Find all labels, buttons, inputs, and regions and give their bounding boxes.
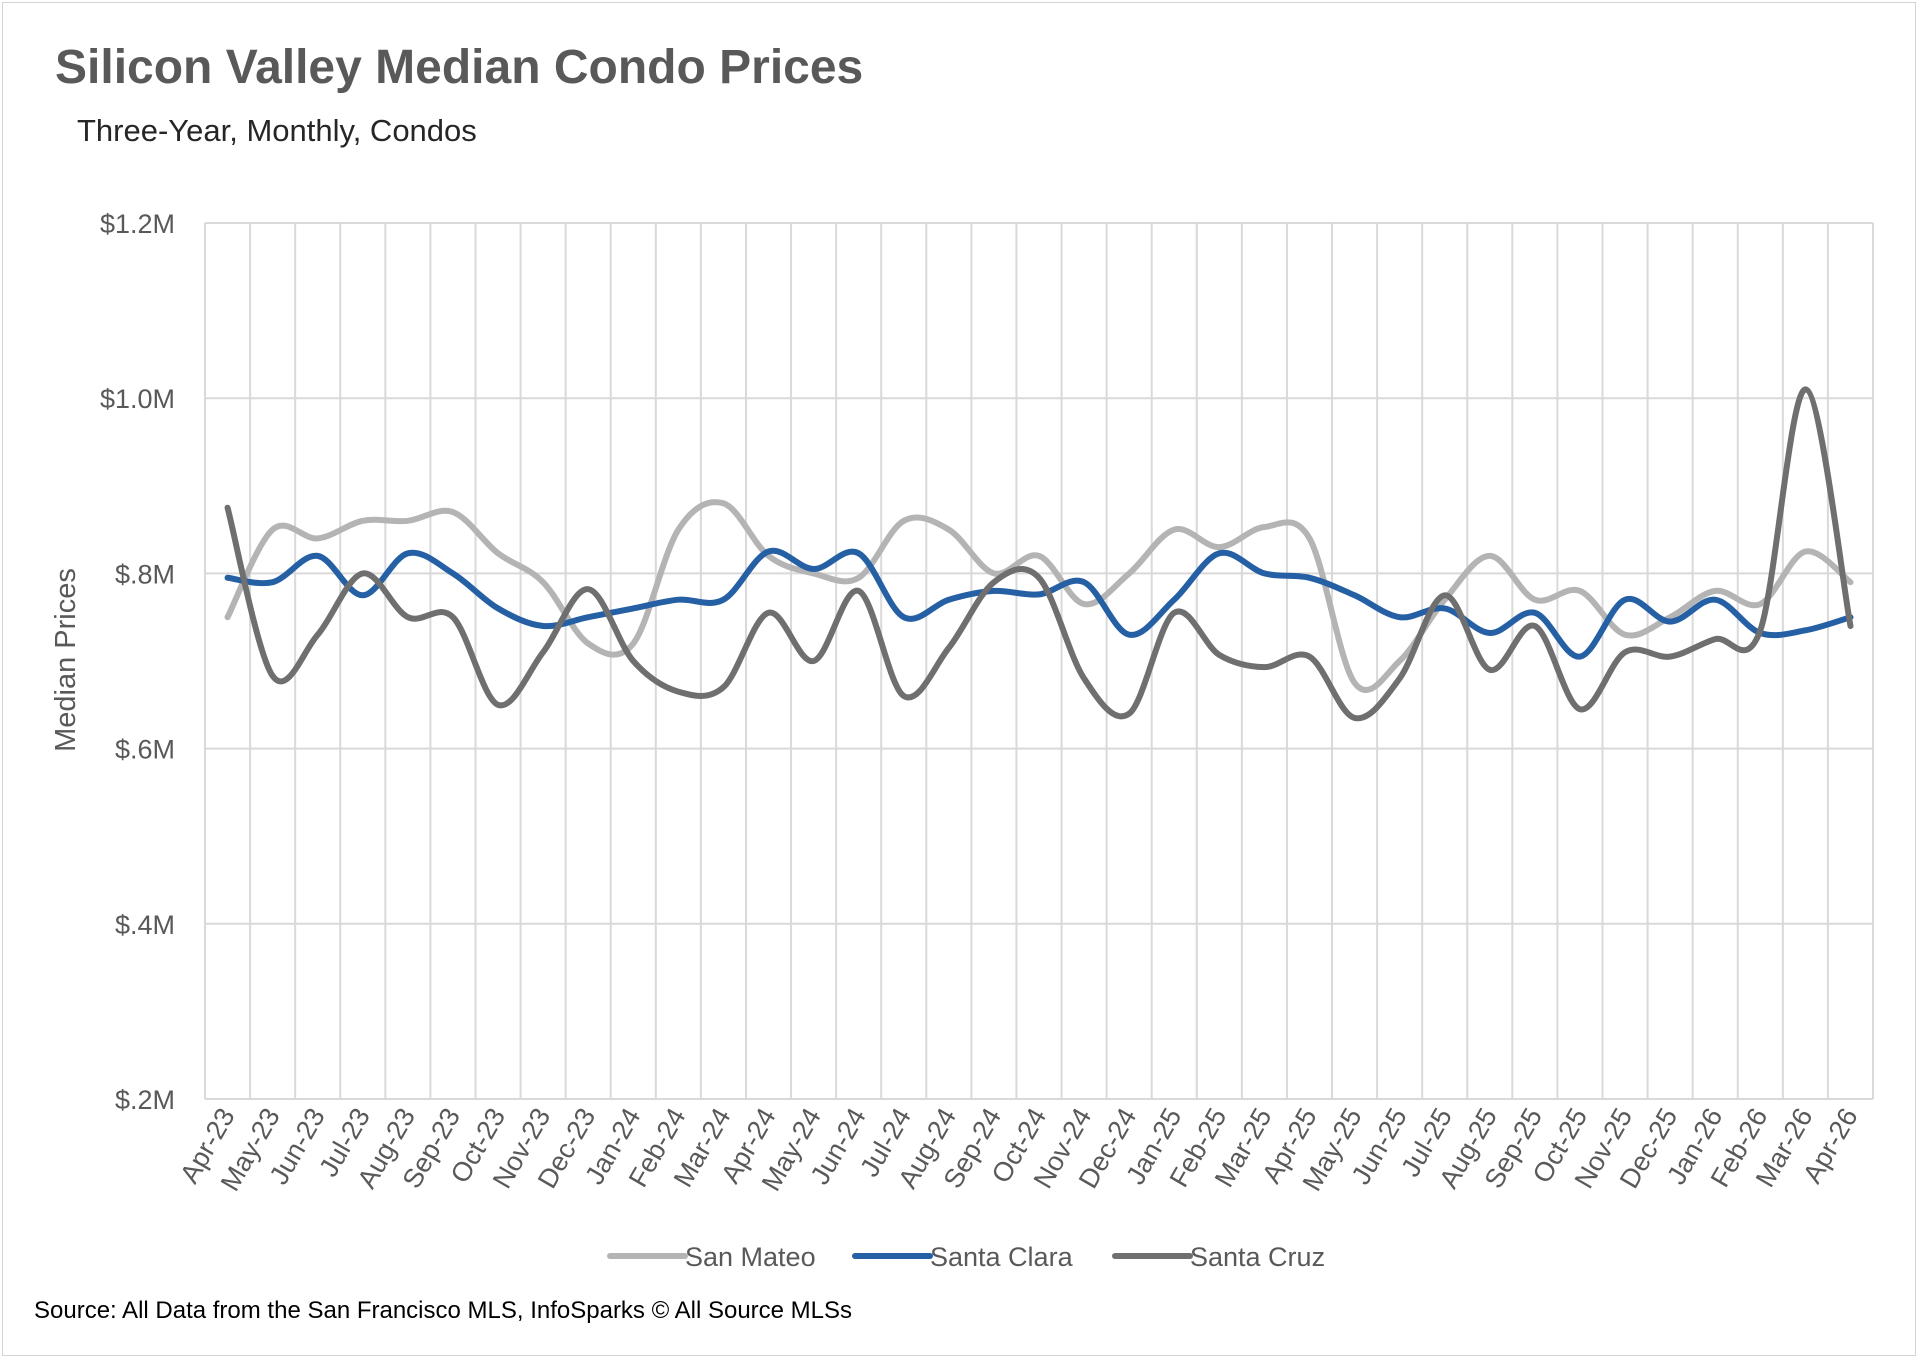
legend-label-santa-cruz: Santa Cruz <box>1190 1242 1325 1272</box>
chart-subtitle: Three-Year, Monthly, Condos <box>77 113 477 148</box>
source-note: Source: All Data from the San Francisco … <box>34 1297 853 1324</box>
y-axis-ticks: $1.2M $1.0M $.8M $.6M $.4M $.2M <box>100 209 175 1115</box>
series-line-santa-cruz <box>224 386 1854 722</box>
series-line-santa-clara <box>224 547 1854 660</box>
y-tick-label-3: $.6M <box>115 735 175 765</box>
series-lines <box>224 386 1854 722</box>
legend: San Mateo Santa Clara Santa Cruz <box>607 1242 1325 1272</box>
chart-title: Silicon Valley Median Condo Prices <box>55 41 864 94</box>
y-tick-label-1: $1.0M <box>100 384 175 414</box>
y-tick-label-4: $.4M <box>115 910 175 940</box>
legend-label-san-mateo: San Mateo <box>685 1242 816 1272</box>
legend-label-santa-clara: Santa Clara <box>930 1242 1074 1272</box>
y-axis-label: Median Prices <box>50 568 82 752</box>
x-axis-ticks: Apr-23May-23Jun-23Jul-23Aug-23Sep-23Oct-… <box>174 1103 1863 1196</box>
y-tick-label-0: $1.2M <box>100 209 175 239</box>
series-line-san-mateo <box>224 499 1854 693</box>
y-tick-label-2: $.8M <box>115 559 175 589</box>
grid-lines <box>204 222 1874 1100</box>
y-tick-label-5: $.2M <box>115 1085 175 1115</box>
